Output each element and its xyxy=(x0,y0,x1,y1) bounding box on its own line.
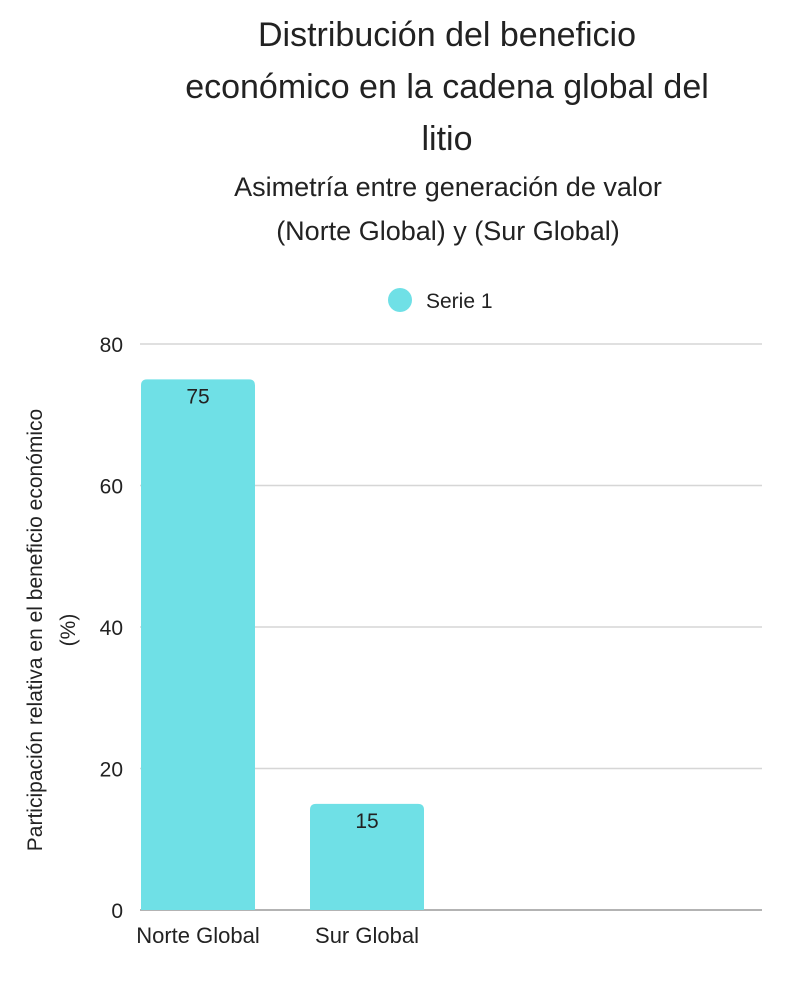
bars: 75 15 xyxy=(141,379,424,910)
x-axis-labels: Norte Global Sur Global xyxy=(136,923,419,948)
x-tick-label: Sur Global xyxy=(315,923,419,948)
chart-title-line: litio xyxy=(421,120,472,158)
bar-sur-global xyxy=(310,803,424,910)
bar-value-label: 75 xyxy=(186,385,209,408)
y-axis-title-line: Participación relativa en el beneficio e… xyxy=(24,409,47,851)
chart-title-line: Distribución del beneficio xyxy=(258,16,636,54)
y-tick-label: 80 xyxy=(100,334,123,357)
y-tick-label: 0 xyxy=(111,900,123,923)
bar-value-label: 15 xyxy=(355,810,378,833)
y-tick-label: 60 xyxy=(100,476,123,499)
y-axis-title: Participación relativa en el beneficio e… xyxy=(24,409,80,851)
chart-legend: Serie 1 xyxy=(388,288,493,313)
bar-norte-global xyxy=(141,379,255,910)
chart-subtitle-line: (Norte Global) y (Sur Global) xyxy=(276,216,620,246)
y-tick-label: 20 xyxy=(100,759,123,782)
legend-label: Serie 1 xyxy=(426,290,493,313)
chart-subtitle-line: Asimetría entre generación de valor xyxy=(234,172,662,202)
chart-title: Distribución del beneficio económico en l… xyxy=(185,16,709,158)
y-axis-ticks: 0 20 40 60 80 xyxy=(100,334,123,923)
chart-title-line: económico en la cadena global del xyxy=(185,68,709,106)
x-tick-label: Norte Global xyxy=(136,923,260,948)
chart-subtitle: Asimetría entre generación de valor (Nort… xyxy=(234,172,662,246)
legend-swatch xyxy=(388,288,412,312)
y-tick-label: 40 xyxy=(100,617,123,640)
y-axis-title-line: (%) xyxy=(57,614,80,647)
